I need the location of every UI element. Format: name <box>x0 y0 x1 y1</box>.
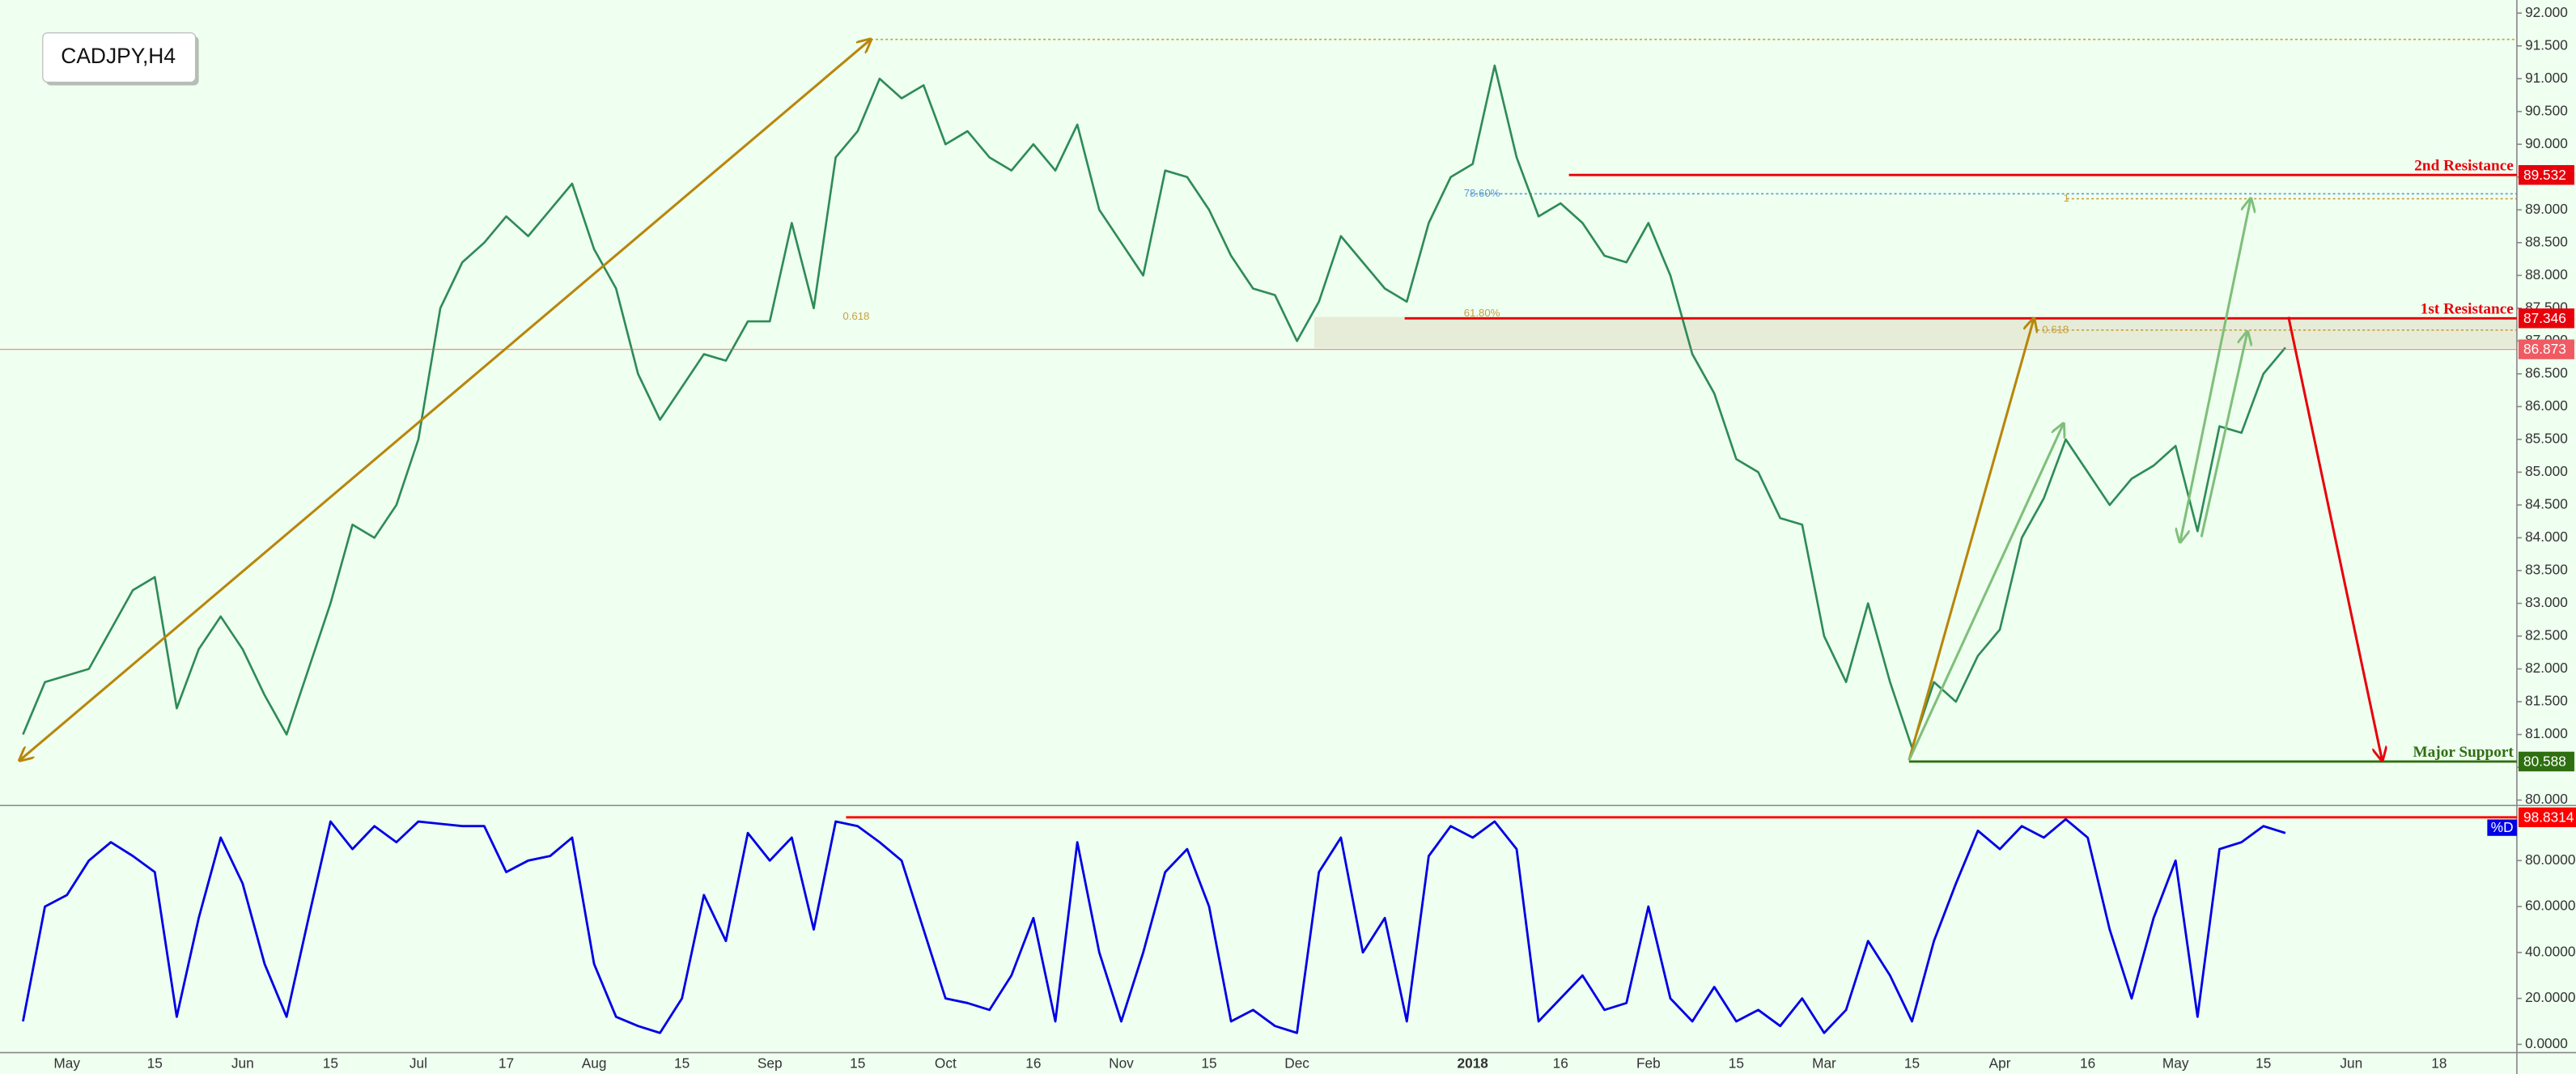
x-tick-label: Oct <box>935 1055 957 1071</box>
y-tick-label: 83.000 <box>2525 594 2568 610</box>
x-tick-label: Jun <box>231 1055 254 1071</box>
arrow <box>2200 332 2247 537</box>
y-tick-label: 82.000 <box>2525 660 2568 676</box>
x-tick-label: Sep <box>758 1055 783 1071</box>
arrow <box>1908 423 2064 762</box>
x-tick-label: 15 <box>147 1055 163 1071</box>
fib-label: 0.618 <box>2042 323 2069 335</box>
y-tick-label: 85.500 <box>2525 430 2568 446</box>
legend-label: %D <box>2491 819 2514 835</box>
y-tick-label: 81.000 <box>2525 725 2568 741</box>
y-tick-label: 86.500 <box>2525 364 2568 380</box>
y-tick-label: 85.000 <box>2525 463 2568 479</box>
x-tick-label: 18 <box>2431 1055 2447 1071</box>
axis-labels: 80.00080.50081.00081.50082.00082.50083.0… <box>53 4 2576 1071</box>
price-box-label: 86.873 <box>2523 341 2566 357</box>
y-tick-label: 89.000 <box>2525 201 2568 217</box>
y-tick-label: 82.500 <box>2525 627 2568 643</box>
price-box <box>2518 751 2574 772</box>
y-tick-label: 90.000 <box>2525 135 2568 151</box>
y-tick-label: 20.0000 <box>2525 989 2575 1005</box>
x-tick-label: 15 <box>1729 1055 1744 1071</box>
x-tick-label: 15 <box>323 1055 338 1071</box>
level-label: 1st Resistance <box>2421 301 2514 318</box>
x-tick-label: 2018 <box>1458 1055 1489 1071</box>
x-tick-label: 15 <box>2256 1055 2271 1071</box>
x-tick-label: May <box>2162 1055 2189 1071</box>
chart-title: CADJPY,H4 <box>61 44 176 68</box>
y-tick-label: 60.0000 <box>2525 898 2575 914</box>
y-tick-label: 91.000 <box>2525 70 2568 86</box>
x-tick-label: Aug <box>582 1055 607 1071</box>
price-box-label: 89.532 <box>2523 167 2566 183</box>
y-tick-label: 91.500 <box>2525 36 2568 53</box>
x-tick-label: 15 <box>850 1055 865 1071</box>
x-tick-label: Mar <box>1812 1055 1836 1071</box>
x-tick-label: Nov <box>1109 1055 1134 1071</box>
x-tick-label: 17 <box>499 1055 514 1071</box>
overlay <box>19 40 2382 761</box>
y-tick-label: 86.000 <box>2525 397 2568 414</box>
x-tick-label: 15 <box>1201 1055 1216 1071</box>
price-box-label: 87.346 <box>2523 310 2566 326</box>
x-tick-label: Apr <box>1989 1055 2011 1071</box>
price-box <box>2518 165 2574 185</box>
x-tick-label: 15 <box>1904 1055 1920 1071</box>
y-tick-label: 0.0000 <box>2525 1035 2568 1051</box>
y-tick-label: 92.000 <box>2525 4 2568 20</box>
x-tick-label: 16 <box>1553 1055 1568 1071</box>
level-label: 2nd Resistance <box>2414 157 2514 174</box>
x-tick-label: 16 <box>1025 1055 1041 1071</box>
y-tick-label: 84.500 <box>2525 495 2568 512</box>
x-tick-label: Dec <box>1284 1055 1309 1071</box>
y-tick-label: 81.500 <box>2525 693 2568 709</box>
level-label: Major Support <box>2413 744 2514 761</box>
x-tick-label: Jun <box>2340 1055 2362 1071</box>
price-box <box>2518 339 2574 359</box>
fib-label: 61.80% <box>1464 307 1500 319</box>
price-box-label: 98.8314 <box>2523 809 2574 825</box>
x-tick-label: May <box>53 1055 80 1071</box>
y-tick-label: 88.000 <box>2525 266 2568 282</box>
price-box <box>2518 807 2576 828</box>
price-box-label: 80.588 <box>2523 753 2566 769</box>
y-tick-label: 83.500 <box>2525 562 2568 578</box>
fib-label: 1 <box>2064 192 2069 204</box>
x-tick-label: 15 <box>674 1055 690 1071</box>
zone <box>1313 316 2517 349</box>
fib-label: 0.618 <box>842 310 869 322</box>
price-box <box>2518 308 2574 329</box>
oscillator-line <box>22 817 2286 1034</box>
arrow <box>1908 319 2034 761</box>
title-box: CADJPY,H4 <box>42 32 199 86</box>
y-tick-label: 80.0000 <box>2525 851 2575 868</box>
x-tick-label: 16 <box>2080 1055 2095 1071</box>
x-tick-label: Jul <box>410 1055 427 1071</box>
fib-label: 78.60% <box>1464 187 1500 199</box>
arrow <box>2180 199 2251 542</box>
y-tick-label: 84.000 <box>2525 529 2568 545</box>
x-tick-label: Feb <box>1636 1055 1661 1071</box>
arrow <box>19 40 871 761</box>
y-tick-label: 88.500 <box>2525 233 2568 249</box>
arrow <box>2287 316 2383 761</box>
title-background <box>42 32 197 83</box>
y-tick-label: 40.0000 <box>2525 943 2575 959</box>
legend-swatch <box>2487 819 2517 836</box>
y-tick-label: 90.500 <box>2525 102 2568 118</box>
y-tick-label: 80.000 <box>2525 791 2568 807</box>
